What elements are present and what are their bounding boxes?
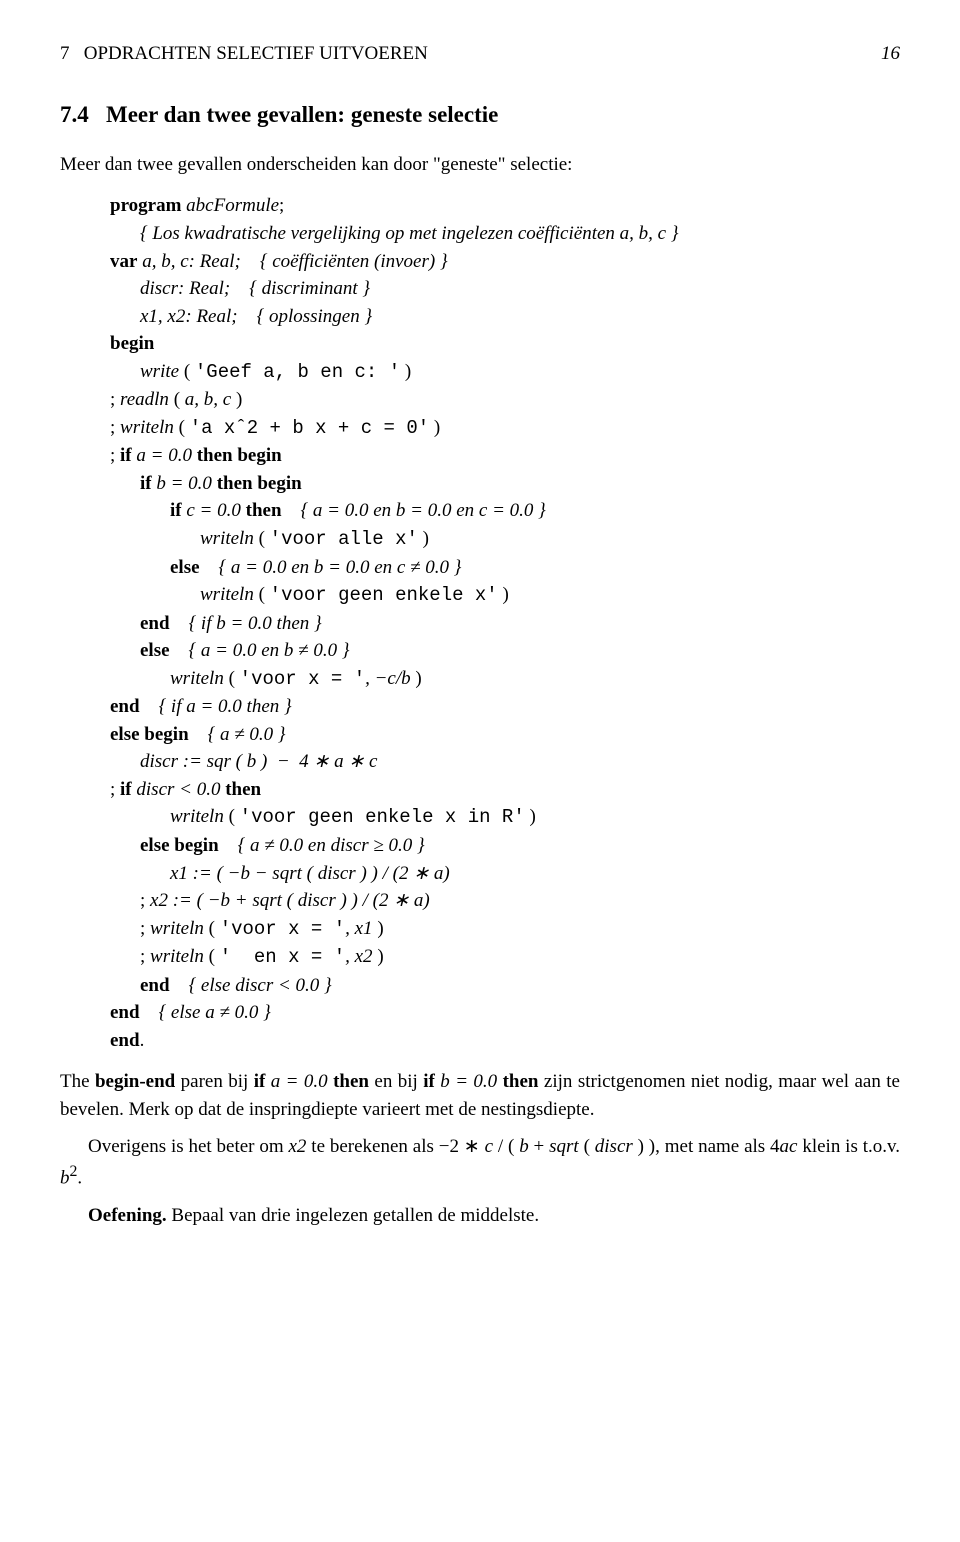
exercise-label: Oefening. [88, 1205, 167, 1226]
code-line: else { a = 0.0 en b ≠ 0.0 } [110, 637, 900, 665]
code-line: else { a = 0.0 en b = 0.0 en c ≠ 0.0 } [110, 554, 900, 582]
header-page-num: 16 [881, 40, 900, 68]
code-line: writeln ( 'voor x = ', −c/b ) [110, 665, 900, 694]
code-line: var a, b, c: Real; { coëfficiënten (invo… [110, 248, 900, 276]
intro-text: Meer dan twee gevallen onderscheiden kan… [60, 151, 900, 179]
section-title: 7.4 Meer dan twee gevallen: geneste sele… [60, 98, 900, 131]
code-line: if c = 0.0 then { a = 0.0 en b = 0.0 en … [110, 497, 900, 525]
section-text: Meer dan twee gevallen: geneste selectie [106, 102, 498, 127]
code-block: program abcFormule; { Los kwadratische v… [110, 192, 900, 1054]
paragraph-2: Overigens is het beter om x2 te berekene… [60, 1133, 900, 1191]
code-line: if b = 0.0 then begin [110, 470, 900, 498]
header-section-title: OPDRACHTEN SELECTIEF UITVOEREN [84, 43, 428, 64]
code-line: ; writeln ( 'voor x = ', x1 ) [110, 915, 900, 944]
code-line: end { else discr < 0.0 } [110, 972, 900, 1000]
section-num: 7.4 [60, 102, 89, 127]
code-line: ; if a = 0.0 then begin [110, 442, 900, 470]
code-line: ; writeln ( 'a xˆ2 + b x + c = 0' ) [110, 414, 900, 443]
code-line: end. [110, 1027, 900, 1055]
code-line: writeln ( 'voor geen enkele x' ) [110, 581, 900, 610]
code-line: writeln ( 'voor alle x' ) [110, 525, 900, 554]
code-line: program abcFormule; [110, 192, 900, 220]
code-line: else begin { a ≠ 0.0 } [110, 721, 900, 749]
code-line: discr: Real; { discriminant } [110, 275, 900, 303]
code-line: ; writeln ( ' en x = ', x2 ) [110, 943, 900, 972]
page-header: 7 OPDRACHTEN SELECTIEF UITVOEREN 16 [60, 40, 900, 68]
code-line: end { else a ≠ 0.0 } [110, 999, 900, 1027]
code-line: x1 := ( −b − sqrt ( discr ) ) / (2 ∗ a) [110, 860, 900, 888]
code-line: { Los kwadratische vergelijking op met i… [110, 220, 900, 248]
header-section-num: 7 [60, 43, 70, 64]
code-line: else begin { a ≠ 0.0 en discr ≥ 0.0 } [110, 832, 900, 860]
paragraph-1: The begin-end paren bij if a = 0.0 then … [60, 1068, 900, 1123]
code-line: write ( 'Geef a, b en c: ' ) [110, 358, 900, 387]
code-line: ; x2 := ( −b + sqrt ( discr ) ) / (2 ∗ a… [110, 887, 900, 915]
code-line: ; readln ( a, b, c ) [110, 386, 900, 414]
code-line: x1, x2: Real; { oplossingen } [110, 303, 900, 331]
header-left: 7 OPDRACHTEN SELECTIEF UITVOEREN [60, 40, 428, 68]
code-line: writeln ( 'voor geen enkele x in R' ) [110, 803, 900, 832]
code-line: discr := sqr ( b ) − 4 ∗ a ∗ c [110, 748, 900, 776]
exercise-text: Bepaal van drie ingelezen getallen de mi… [167, 1205, 539, 1226]
code-line: end { if a = 0.0 then } [110, 693, 900, 721]
code-line: begin [110, 330, 900, 358]
code-line: ; if discr < 0.0 then [110, 776, 900, 804]
code-line: end { if b = 0.0 then } [110, 610, 900, 638]
exercise: Oefening. Bepaal van drie ingelezen geta… [60, 1202, 900, 1230]
